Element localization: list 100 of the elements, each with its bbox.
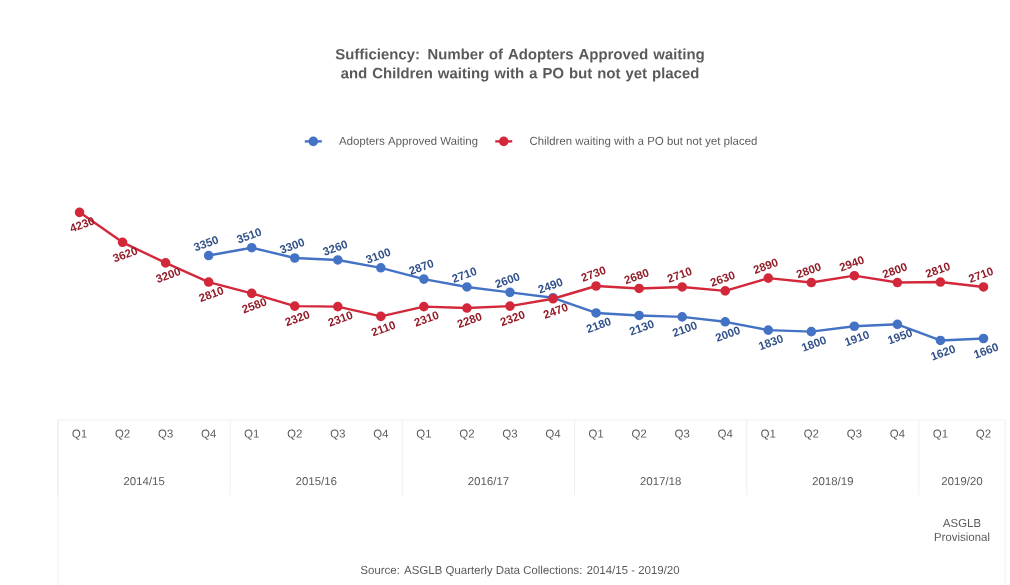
point <box>246 242 257 253</box>
point <box>806 277 817 288</box>
data-label: 2600 <box>495 272 520 289</box>
point <box>246 288 257 299</box>
data-label: 2800 <box>796 263 821 279</box>
data-label: 2710 <box>667 267 692 283</box>
data-label: 1620 <box>930 345 956 361</box>
text: 2014/15 <box>123 476 165 486</box>
point <box>462 303 472 313</box>
point <box>591 308 601 318</box>
point <box>978 282 989 292</box>
point <box>505 301 515 311</box>
data-label: 1830 <box>758 335 783 351</box>
data-label: 2680 <box>624 269 649 285</box>
point <box>677 282 687 292</box>
point <box>376 311 386 322</box>
point <box>289 253 300 263</box>
data-label: 2870 <box>409 259 434 275</box>
x-tick-label: Q2 <box>976 429 991 440</box>
data-label: 2320 <box>285 310 310 327</box>
point <box>462 282 472 292</box>
point <box>289 301 300 311</box>
x-tick-label: Q2 <box>632 429 647 440</box>
point <box>720 317 731 327</box>
point <box>849 321 860 332</box>
data-label: 3350 <box>193 236 219 251</box>
text: 2016/17 <box>468 476 509 486</box>
legend-label: Adopters Approved Waiting <box>339 136 478 148</box>
x-tick-label: Q2 <box>287 429 302 440</box>
data-label: 2810 <box>199 286 224 303</box>
point <box>634 310 644 321</box>
data-label: 2710 <box>452 267 477 283</box>
data-label: 2110 <box>371 321 396 337</box>
point <box>160 258 171 268</box>
x-tick-label: Q2 <box>115 429 130 440</box>
data-label: 2710 <box>968 267 993 283</box>
point <box>677 312 687 322</box>
data-label: 3300 <box>279 238 305 254</box>
data-label: 1910 <box>844 331 869 347</box>
x-tick-label: Q4 <box>718 429 733 440</box>
data-label: 3260 <box>322 240 348 256</box>
point <box>763 325 774 335</box>
point <box>203 277 214 287</box>
data-label: 4230 <box>70 217 95 232</box>
point <box>591 281 601 291</box>
point <box>763 273 774 283</box>
data-label: 1660 <box>973 343 999 359</box>
point <box>333 301 343 312</box>
point <box>419 274 429 284</box>
point <box>892 319 903 330</box>
x-tick-label: Q1 <box>588 429 604 440</box>
data-label: 2130 <box>629 320 654 336</box>
data-label: 2320 <box>500 310 525 327</box>
data-label: 2310 <box>328 311 353 327</box>
text: 2019/20 <box>941 476 983 486</box>
x-tick-label: Q3 <box>847 429 862 440</box>
data-label: 3200 <box>155 267 181 283</box>
x-tick-label: Q1 <box>933 429 948 440</box>
point <box>505 287 515 298</box>
chart-title: Sufficiency: Number of Adopters Approved waiting and Children waiting with a PO but not yet placed <box>335 48 704 82</box>
x-tick-label: Q1 <box>416 429 431 440</box>
x-tick-label: Q2 <box>804 429 819 440</box>
data-label: 2490 <box>538 278 563 294</box>
x-tick-label: Q3 <box>158 429 173 440</box>
point <box>376 263 386 273</box>
data-label: 2800 <box>882 263 907 279</box>
x-tick-label: Q4 <box>890 429 905 440</box>
data-label: 3620 <box>112 247 138 262</box>
point <box>978 333 989 344</box>
text: 2018/19 <box>812 476 853 486</box>
point <box>419 301 429 312</box>
data-label: 2940 <box>839 256 864 272</box>
x-tick-label: Q3 <box>330 429 345 440</box>
data-label: 2000 <box>715 326 740 342</box>
point <box>806 326 817 337</box>
data-label: 1800 <box>801 336 826 352</box>
x-tick-label: Q4 <box>373 429 389 440</box>
point <box>935 335 946 346</box>
point <box>935 277 946 287</box>
x-tick-label: Q1 <box>72 429 87 440</box>
legend-label: Children waiting with a PO but not yet placed <box>530 136 757 148</box>
data-label: 2580 <box>242 298 267 314</box>
text: 2017/18 <box>640 476 681 486</box>
data-label: 2470 <box>543 303 568 319</box>
point <box>720 286 731 296</box>
text: ASGLB Provisional <box>934 518 990 542</box>
data-label: 1950 <box>887 329 912 345</box>
data-label: 2280 <box>457 312 482 329</box>
data-label: 3100 <box>365 248 391 264</box>
data-label: 2310 <box>414 311 439 327</box>
data-label: 2100 <box>672 321 697 337</box>
point <box>634 283 644 294</box>
data-label: 2730 <box>581 266 606 282</box>
point <box>203 250 214 261</box>
point <box>117 237 128 248</box>
data-label: 3510 <box>236 228 262 243</box>
x-tick-label: Q4 <box>201 429 216 440</box>
x-tick-label: Q1 <box>761 429 776 440</box>
x-tick-label: Q1 <box>244 429 259 440</box>
data-label: 2180 <box>586 317 611 334</box>
